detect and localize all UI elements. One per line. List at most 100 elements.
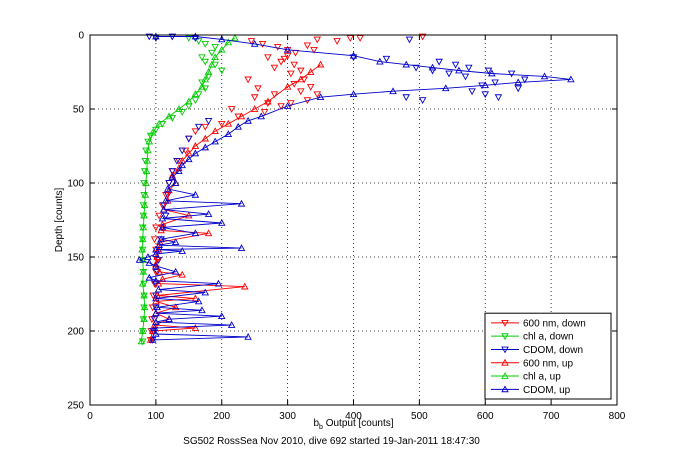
data-point [310,46,318,54]
data-point [290,61,298,69]
data-point [201,41,210,48]
x-tick-label: 100 [148,411,165,422]
data-point [521,76,529,84]
data-point [140,180,148,187]
data-point [244,332,252,340]
data-point [488,69,496,77]
data-point [277,103,285,110]
data-point [313,91,322,99]
data-point [138,235,147,243]
data-point [204,117,213,125]
data-point [204,68,213,75]
data-point [514,78,522,86]
data-point [191,35,200,42]
data-point [152,261,160,269]
data-point [481,91,490,99]
data-point [303,42,312,50]
data-point [152,245,160,253]
data-point [155,267,163,275]
data-point [382,55,391,63]
data-point [152,276,160,284]
data-point [194,123,203,131]
data-point [402,60,410,68]
data-point [254,85,262,93]
plot-series [135,32,575,346]
data-point [237,244,246,251]
data-point [191,128,200,136]
data-point [217,120,226,128]
x-tick-label: 200 [213,411,230,422]
legend-label: chl a, up [523,372,561,383]
y-axis-label: Depth [counts] [54,188,65,253]
data-point [171,238,180,246]
data-point [481,81,490,89]
data-point [175,167,183,175]
data-point [140,201,149,209]
data-point [201,123,210,131]
data-point [178,247,186,254]
data-point [153,303,161,311]
legend-marker [501,372,509,379]
data-point [198,82,206,90]
y-tick-label: 50 [73,105,85,116]
data-point [494,94,503,102]
data-point [191,324,200,331]
data-point [161,196,170,204]
legend-label: chl a, down [523,332,574,343]
data-point [356,35,364,42]
y-tick-label: 250 [67,401,84,412]
data-point [217,45,226,53]
data-point [161,212,170,220]
data-point [567,75,575,83]
data-point [287,100,295,108]
data-point [157,235,165,243]
figure-caption: SG502 RossSea Nov 2010, dive 692 started… [183,436,480,447]
data-point [142,167,151,175]
data-point [178,147,186,155]
data-point [198,54,206,62]
data-point [173,157,181,165]
data-point [349,90,358,98]
data-point [461,73,470,81]
data-point [491,79,499,87]
data-point [178,270,186,278]
data-point [445,70,453,78]
data-point [191,32,200,40]
data-point [412,64,420,72]
data-point [237,112,246,120]
series-line [150,64,321,340]
data-point [435,58,443,66]
data-point [138,245,146,253]
legend-entry: 600 nm, up [491,358,573,369]
data-point [155,119,163,127]
data-point [152,280,160,288]
series-0 [146,33,427,344]
data-point [389,87,397,95]
data-point [264,97,272,105]
data-point [198,306,206,314]
data-point [152,224,160,232]
data-point [145,273,154,281]
data-point [306,68,315,75]
data-point [277,58,285,66]
data-point [465,64,473,72]
data-point [201,143,210,151]
legend-marker [501,385,509,393]
y-tick-label: 200 [67,327,84,338]
data-point [140,168,149,176]
x-tick-label: 500 [411,411,428,422]
y-tick-label: 100 [67,179,84,190]
series-1 [138,35,226,346]
data-point [283,82,292,90]
data-point [137,337,146,345]
data-point [306,83,315,91]
data-point [241,282,249,290]
data-point [175,105,183,112]
data-point [484,67,493,75]
data-point [211,43,219,51]
data-point [214,279,223,287]
data-point [148,335,157,343]
data-point [297,88,305,96]
legend-entry: chl a, down [491,332,574,343]
data-point [244,76,252,84]
